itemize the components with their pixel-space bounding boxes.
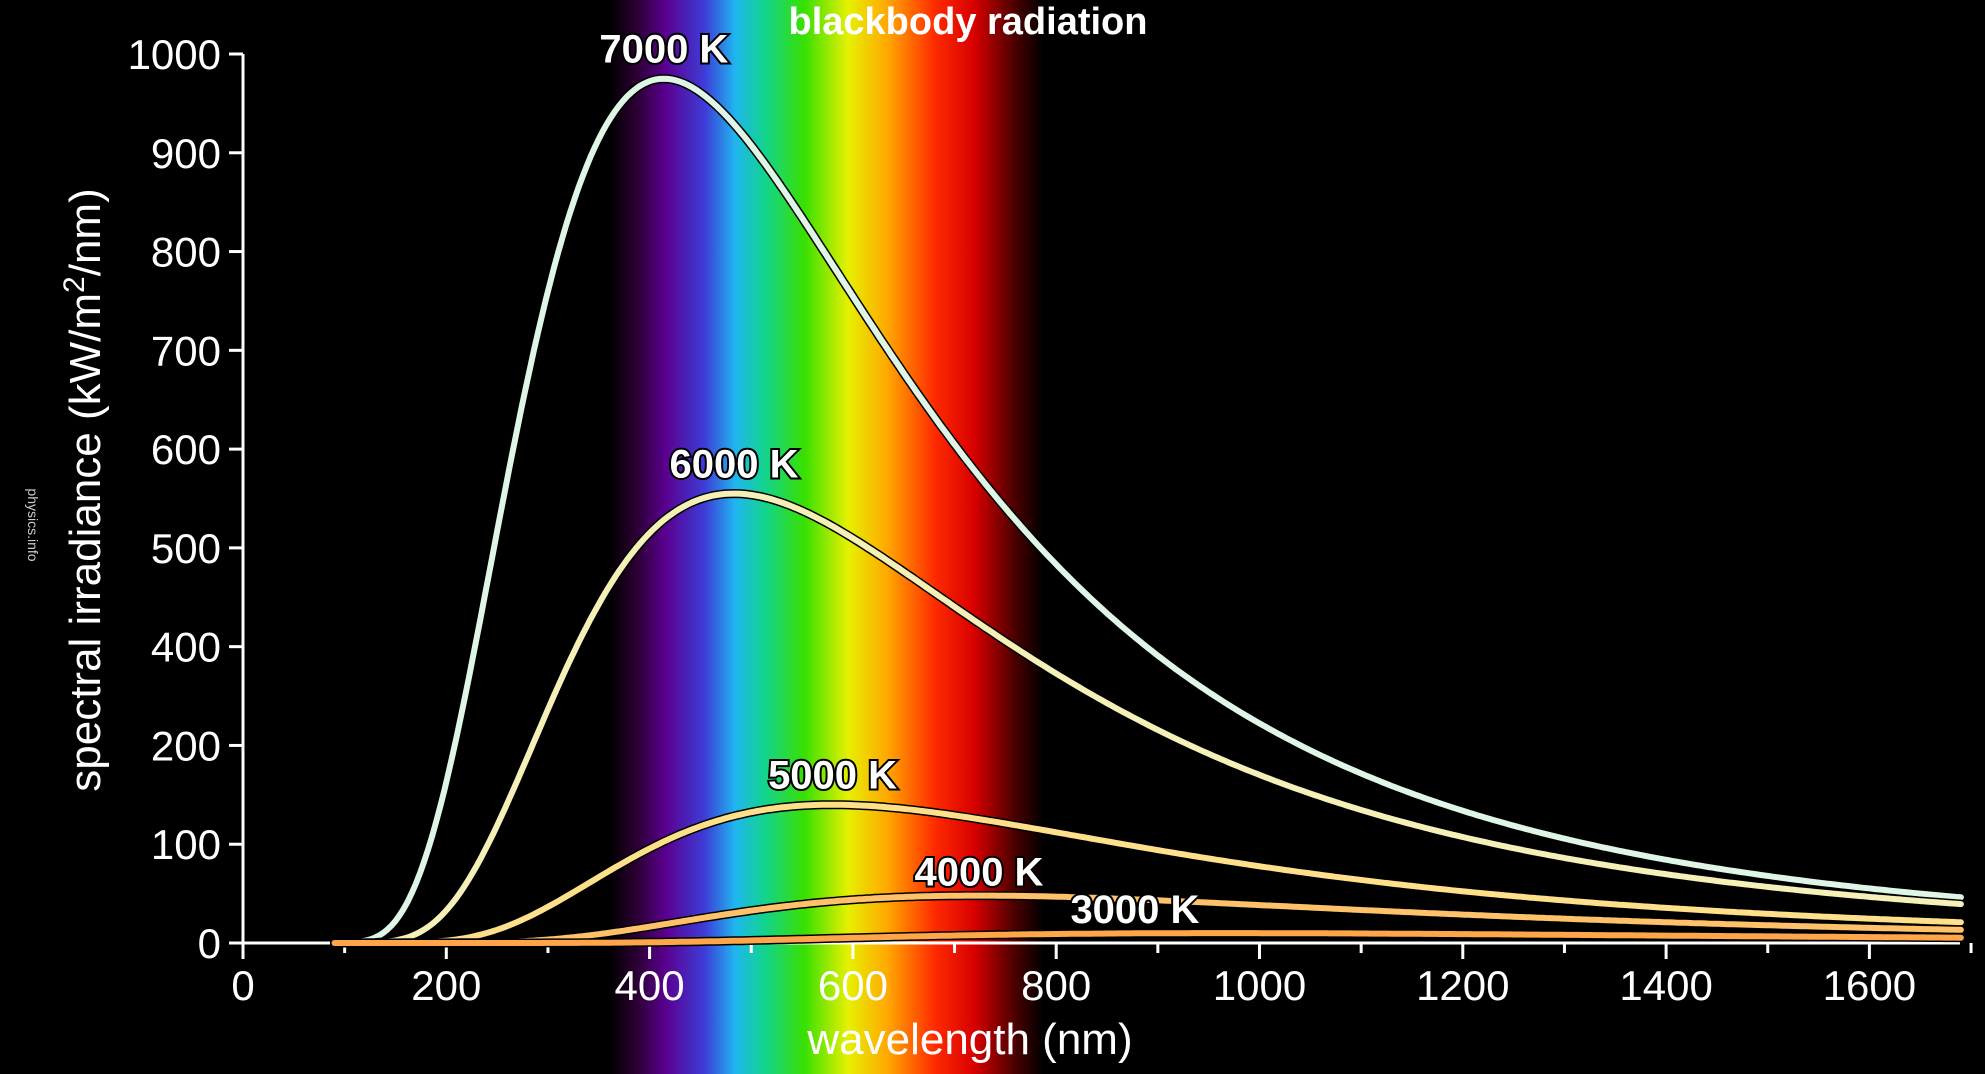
y-tick-label: 0 xyxy=(198,920,221,967)
y-tick-label: 900 xyxy=(151,130,221,177)
x-tick-label: 1000 xyxy=(1213,962,1306,1009)
curve-label-7000k: 7000 K xyxy=(599,28,728,72)
x-tick-label: 800 xyxy=(1021,962,1091,1009)
x-axis-label: wavelength (nm) xyxy=(806,1015,1132,1064)
y-axis-label-main: spectral irradiance (kW/m xyxy=(61,293,110,792)
axes: 0 200 400 600 800 1000 1200 1400 1600 0 100 200 400 5… xyxy=(128,31,1973,1009)
y-axis-label-sup: 2 xyxy=(58,276,91,293)
x-tick-label: 1400 xyxy=(1619,962,1712,1009)
y-tick-label: 500 xyxy=(151,525,221,572)
y-tick-label: 1000 xyxy=(128,31,221,78)
curve-3000k xyxy=(331,930,1964,946)
x-tick-label: 1200 xyxy=(1416,962,1509,1009)
curve-6000k xyxy=(331,490,1964,946)
x-tick-label: 0 xyxy=(231,962,254,1009)
curve-4000k xyxy=(331,892,1964,946)
x-tick-label: 600 xyxy=(818,962,888,1009)
y-tick-label: 800 xyxy=(151,229,221,276)
y-axis-label: spectral irradiance (kW/m2/nm) xyxy=(58,188,110,791)
watermark: physics.info xyxy=(25,488,41,561)
curve-7000k xyxy=(331,75,1964,946)
y-axis-label-tail: /nm) xyxy=(61,188,110,276)
y-tick-label: 600 xyxy=(151,426,221,473)
x-tick-label: 1600 xyxy=(1823,962,1916,1009)
y-tick-label: 700 xyxy=(151,327,221,374)
curve-5000k xyxy=(331,801,1964,946)
x-tick-label: 200 xyxy=(411,962,481,1009)
curve-labels: 7000 K 6000 K 5000 K 4000 K 3000 K xyxy=(597,26,1201,934)
curve-label-4000k: 4000 K xyxy=(914,851,1043,895)
chart-title: blackbody radiation xyxy=(789,1,1148,43)
visible-spectrum-band xyxy=(609,0,1044,1074)
curve-label-3000k: 3000 K xyxy=(1070,888,1199,932)
y-tick-label: 400 xyxy=(151,624,221,671)
curve-label-5000k: 5000 K xyxy=(768,754,897,798)
x-tick-label: 400 xyxy=(615,962,685,1009)
curves xyxy=(330,74,1966,948)
y-tick-label: 100 xyxy=(151,821,221,868)
curve-label-6000k: 6000 K xyxy=(669,443,798,487)
y-tick-label: 200 xyxy=(151,722,221,769)
